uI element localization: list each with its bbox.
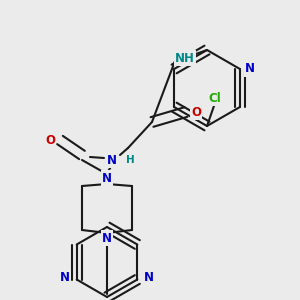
Text: N: N xyxy=(60,271,70,284)
Text: NH: NH xyxy=(175,52,195,64)
Text: N: N xyxy=(144,271,154,284)
Text: N: N xyxy=(102,232,112,244)
Text: Cl: Cl xyxy=(208,92,221,104)
Text: N: N xyxy=(245,62,255,76)
Text: H: H xyxy=(126,155,134,165)
Text: N: N xyxy=(107,154,117,166)
Text: O: O xyxy=(45,134,55,146)
Text: O: O xyxy=(191,106,201,118)
Text: N: N xyxy=(102,172,112,184)
